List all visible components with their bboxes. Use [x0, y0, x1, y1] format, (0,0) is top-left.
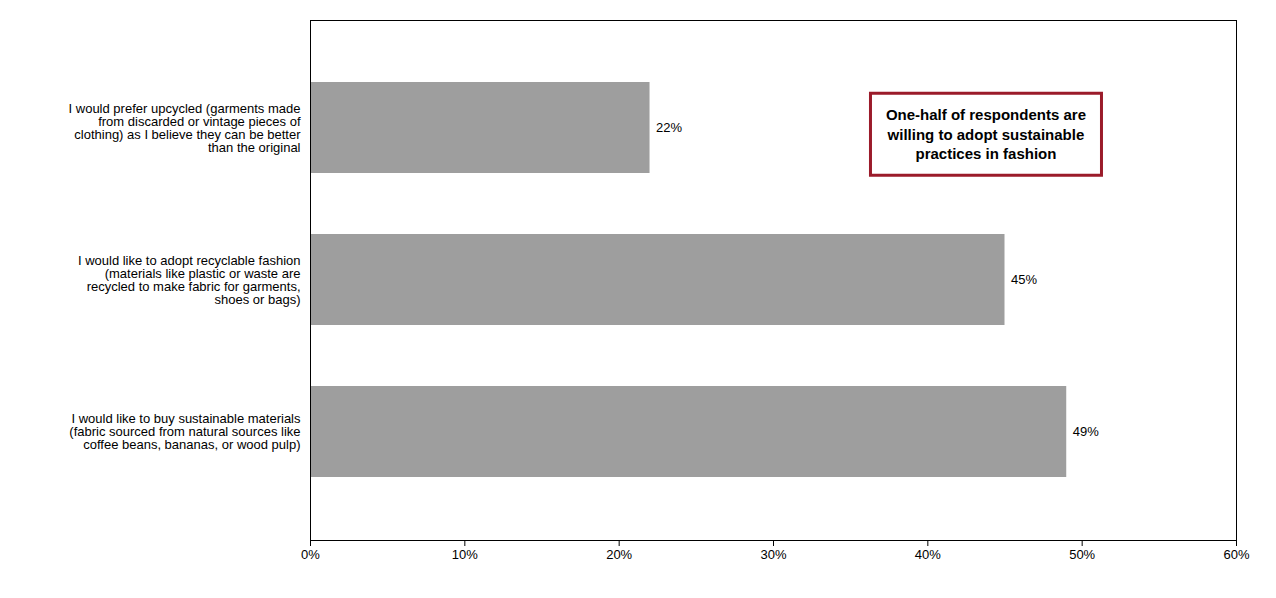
- svg-text:20%: 20%: [606, 547, 632, 562]
- svg-text:40%: 40%: [915, 547, 941, 562]
- svg-text:I would prefer upcycled (garme: I would prefer upcycled (garments madefr…: [69, 101, 302, 155]
- svg-text:10%: 10%: [452, 547, 478, 562]
- svg-text:60%: 60%: [1223, 547, 1249, 562]
- html-text:One-half of respondents are wi: One-half of respondents are willing to a…: [885, 106, 1086, 163]
- svg-text:30%: 30%: [760, 547, 786, 562]
- svg-text:I would like to adopt recyclab: I would like to adopt recyclable fashion…: [78, 253, 301, 307]
- svg-text:0%: 0%: [301, 547, 320, 562]
- svg-text:45%: 45%: [1011, 272, 1037, 287]
- svg-text:49%: 49%: [1073, 424, 1099, 439]
- svg-text:22%: 22%: [656, 120, 682, 135]
- svg-text:I would like to buy sustainabl: I would like to buy sustainable material…: [69, 411, 301, 452]
- svg-text:50%: 50%: [1069, 547, 1095, 562]
